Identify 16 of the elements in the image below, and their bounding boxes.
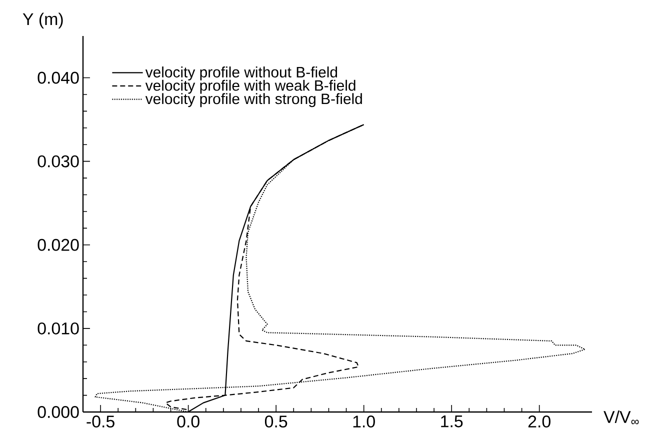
y-tick-label: 0.030 <box>38 155 79 168</box>
y-tick-label: 0.020 <box>38 238 79 251</box>
legend-label: velocity profile with strong B-field <box>145 93 362 108</box>
x-tick-label: 1.5 <box>441 416 463 428</box>
legend-label: velocity profile without B-field <box>145 66 338 80</box>
legend-label: velocity profile with weak B-field <box>145 80 356 94</box>
y-tick-label: 0.000 <box>38 406 79 418</box>
x-tick-label: 2.0 <box>528 416 550 428</box>
y-tick-label: 0.010 <box>38 322 79 334</box>
x-tick-label: 0.0 <box>177 416 200 428</box>
x-tick-label: 1.0 <box>353 416 375 428</box>
y-tick-label: 0.040 <box>38 72 79 84</box>
x-tick-label: -0.5 <box>86 416 114 428</box>
y-axis-title: Y (m) <box>22 12 63 28</box>
x-axis-title: V/V$_{∞}$ <box>604 410 639 424</box>
x-tick-label: 0.5 <box>264 416 288 428</box>
